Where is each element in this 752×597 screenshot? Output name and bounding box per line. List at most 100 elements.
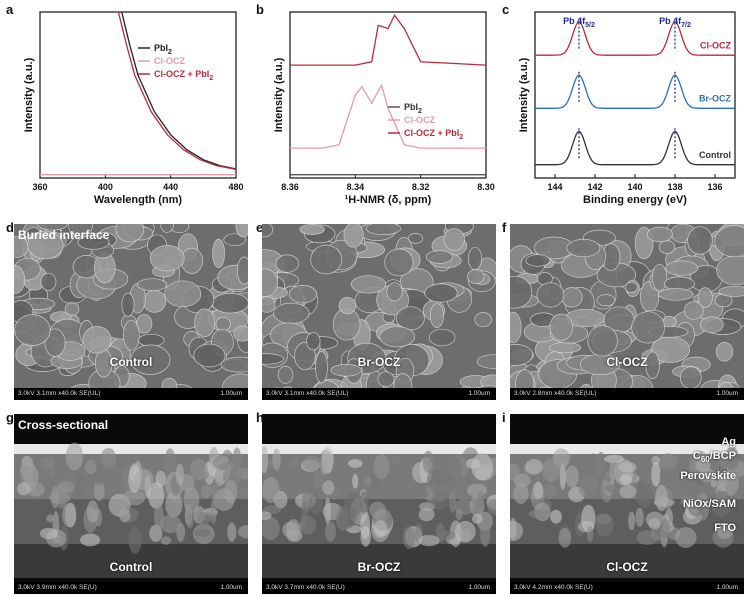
grain [715, 342, 734, 362]
grain [391, 455, 401, 465]
grain [363, 475, 372, 488]
grain [128, 526, 142, 554]
grain [262, 517, 280, 541]
grain [310, 244, 343, 275]
y-axis-title: Intensity (a.u.) [518, 57, 530, 132]
grain [160, 224, 174, 233]
grain [449, 457, 462, 484]
grain [212, 238, 225, 269]
grain [699, 316, 724, 334]
grain [419, 502, 436, 511]
sem-info-bar: 3.0kV 3.1mm x40.0k SE(UL) 1.00um [14, 388, 248, 400]
grain [338, 506, 357, 529]
grain [175, 463, 184, 486]
grain [631, 311, 665, 344]
panel-letter-d: d [6, 220, 14, 235]
grain [658, 240, 676, 254]
grain [302, 455, 322, 472]
grain [549, 342, 582, 354]
grain [679, 366, 702, 389]
grain [646, 226, 673, 243]
grain [544, 483, 557, 499]
grain [710, 490, 732, 517]
x-axis-title: ¹H-NMR (δ, ppm) [345, 194, 432, 206]
grain [204, 512, 216, 522]
grain [466, 458, 481, 469]
grain [660, 518, 670, 539]
spectra-charts: 360 400 440 480 Wavelength (nm) Intensity (a.… [23, 11, 736, 206]
grain [48, 455, 56, 478]
grain [432, 467, 450, 486]
scale-bar-label: 1.00um [716, 584, 738, 591]
grain [137, 333, 165, 347]
chart-b: 8.36 8.34 8.32 8.30 ¹H-NMR (δ, ppm) Intensity… [273, 11, 495, 206]
grain [308, 494, 324, 515]
sem-parameters: 3.0kV 4.2mm x40.0k SE(U) [514, 584, 593, 591]
grain [542, 458, 560, 482]
grain [262, 477, 280, 504]
sem-info-bar: 3.0kV 4.2mm x40.0k SE(U) 1.00um [510, 582, 744, 594]
grain [263, 505, 282, 514]
grain [566, 239, 601, 258]
y-axis-title: Intensity (a.u.) [23, 57, 35, 132]
grain [437, 530, 456, 541]
grain [578, 474, 599, 499]
grain [322, 480, 335, 495]
grain [510, 311, 522, 344]
grain [604, 484, 621, 493]
grain [262, 511, 272, 521]
grain [27, 230, 64, 260]
grain [467, 246, 483, 271]
layer-label-c60-bcp: C60/BCP [692, 450, 736, 465]
x-tick-label: 8.34 [347, 182, 365, 192]
grain [220, 356, 248, 373]
grain [165, 492, 183, 518]
grain [38, 461, 46, 485]
grain [418, 535, 440, 547]
grain [637, 479, 647, 502]
grain [586, 525, 594, 543]
grain [67, 224, 94, 238]
grain [44, 328, 66, 357]
grain [636, 530, 658, 545]
grain [194, 308, 216, 338]
grain [476, 491, 485, 508]
grain [136, 278, 168, 292]
grain [235, 224, 248, 238]
grain [510, 275, 533, 309]
sem-info-bar: 3.0kV 2.8mm x40.0k SE(UL) 1.00um [510, 388, 744, 400]
grain [587, 325, 618, 357]
grain [624, 281, 638, 293]
grain [352, 473, 359, 489]
grain [688, 501, 705, 517]
grain [121, 292, 135, 317]
grain [77, 235, 110, 250]
grain [338, 296, 357, 315]
sample-label: Br-OCZ [357, 355, 401, 369]
grain [37, 224, 68, 231]
series-line-0 [535, 21, 735, 56]
grain [26, 482, 45, 497]
grain [658, 288, 694, 301]
region-title: Cross-sectional [18, 418, 109, 432]
layer-label-perovskite: Perovskite [680, 470, 736, 482]
legend-entry: Cl-OCZ [154, 56, 185, 66]
x-tick-label: 360 [32, 182, 47, 192]
grain [200, 485, 212, 498]
grain [558, 528, 572, 548]
grain [589, 453, 597, 474]
grain [359, 491, 369, 515]
grain [215, 316, 231, 332]
grain [407, 233, 424, 244]
panel-letter-h: h [256, 410, 264, 425]
series-line-1 [535, 74, 735, 109]
sem-texture [262, 414, 496, 594]
grain [100, 447, 117, 468]
grain [84, 459, 97, 475]
buried-interface-image-1: Br-OCZ 3.0kV 3.1mm x40.0k SE(UL) 1.00um [262, 224, 496, 400]
sem-texture [510, 414, 744, 594]
grain [237, 256, 248, 285]
grain [428, 328, 456, 347]
grain [429, 303, 444, 328]
grain [282, 521, 299, 538]
